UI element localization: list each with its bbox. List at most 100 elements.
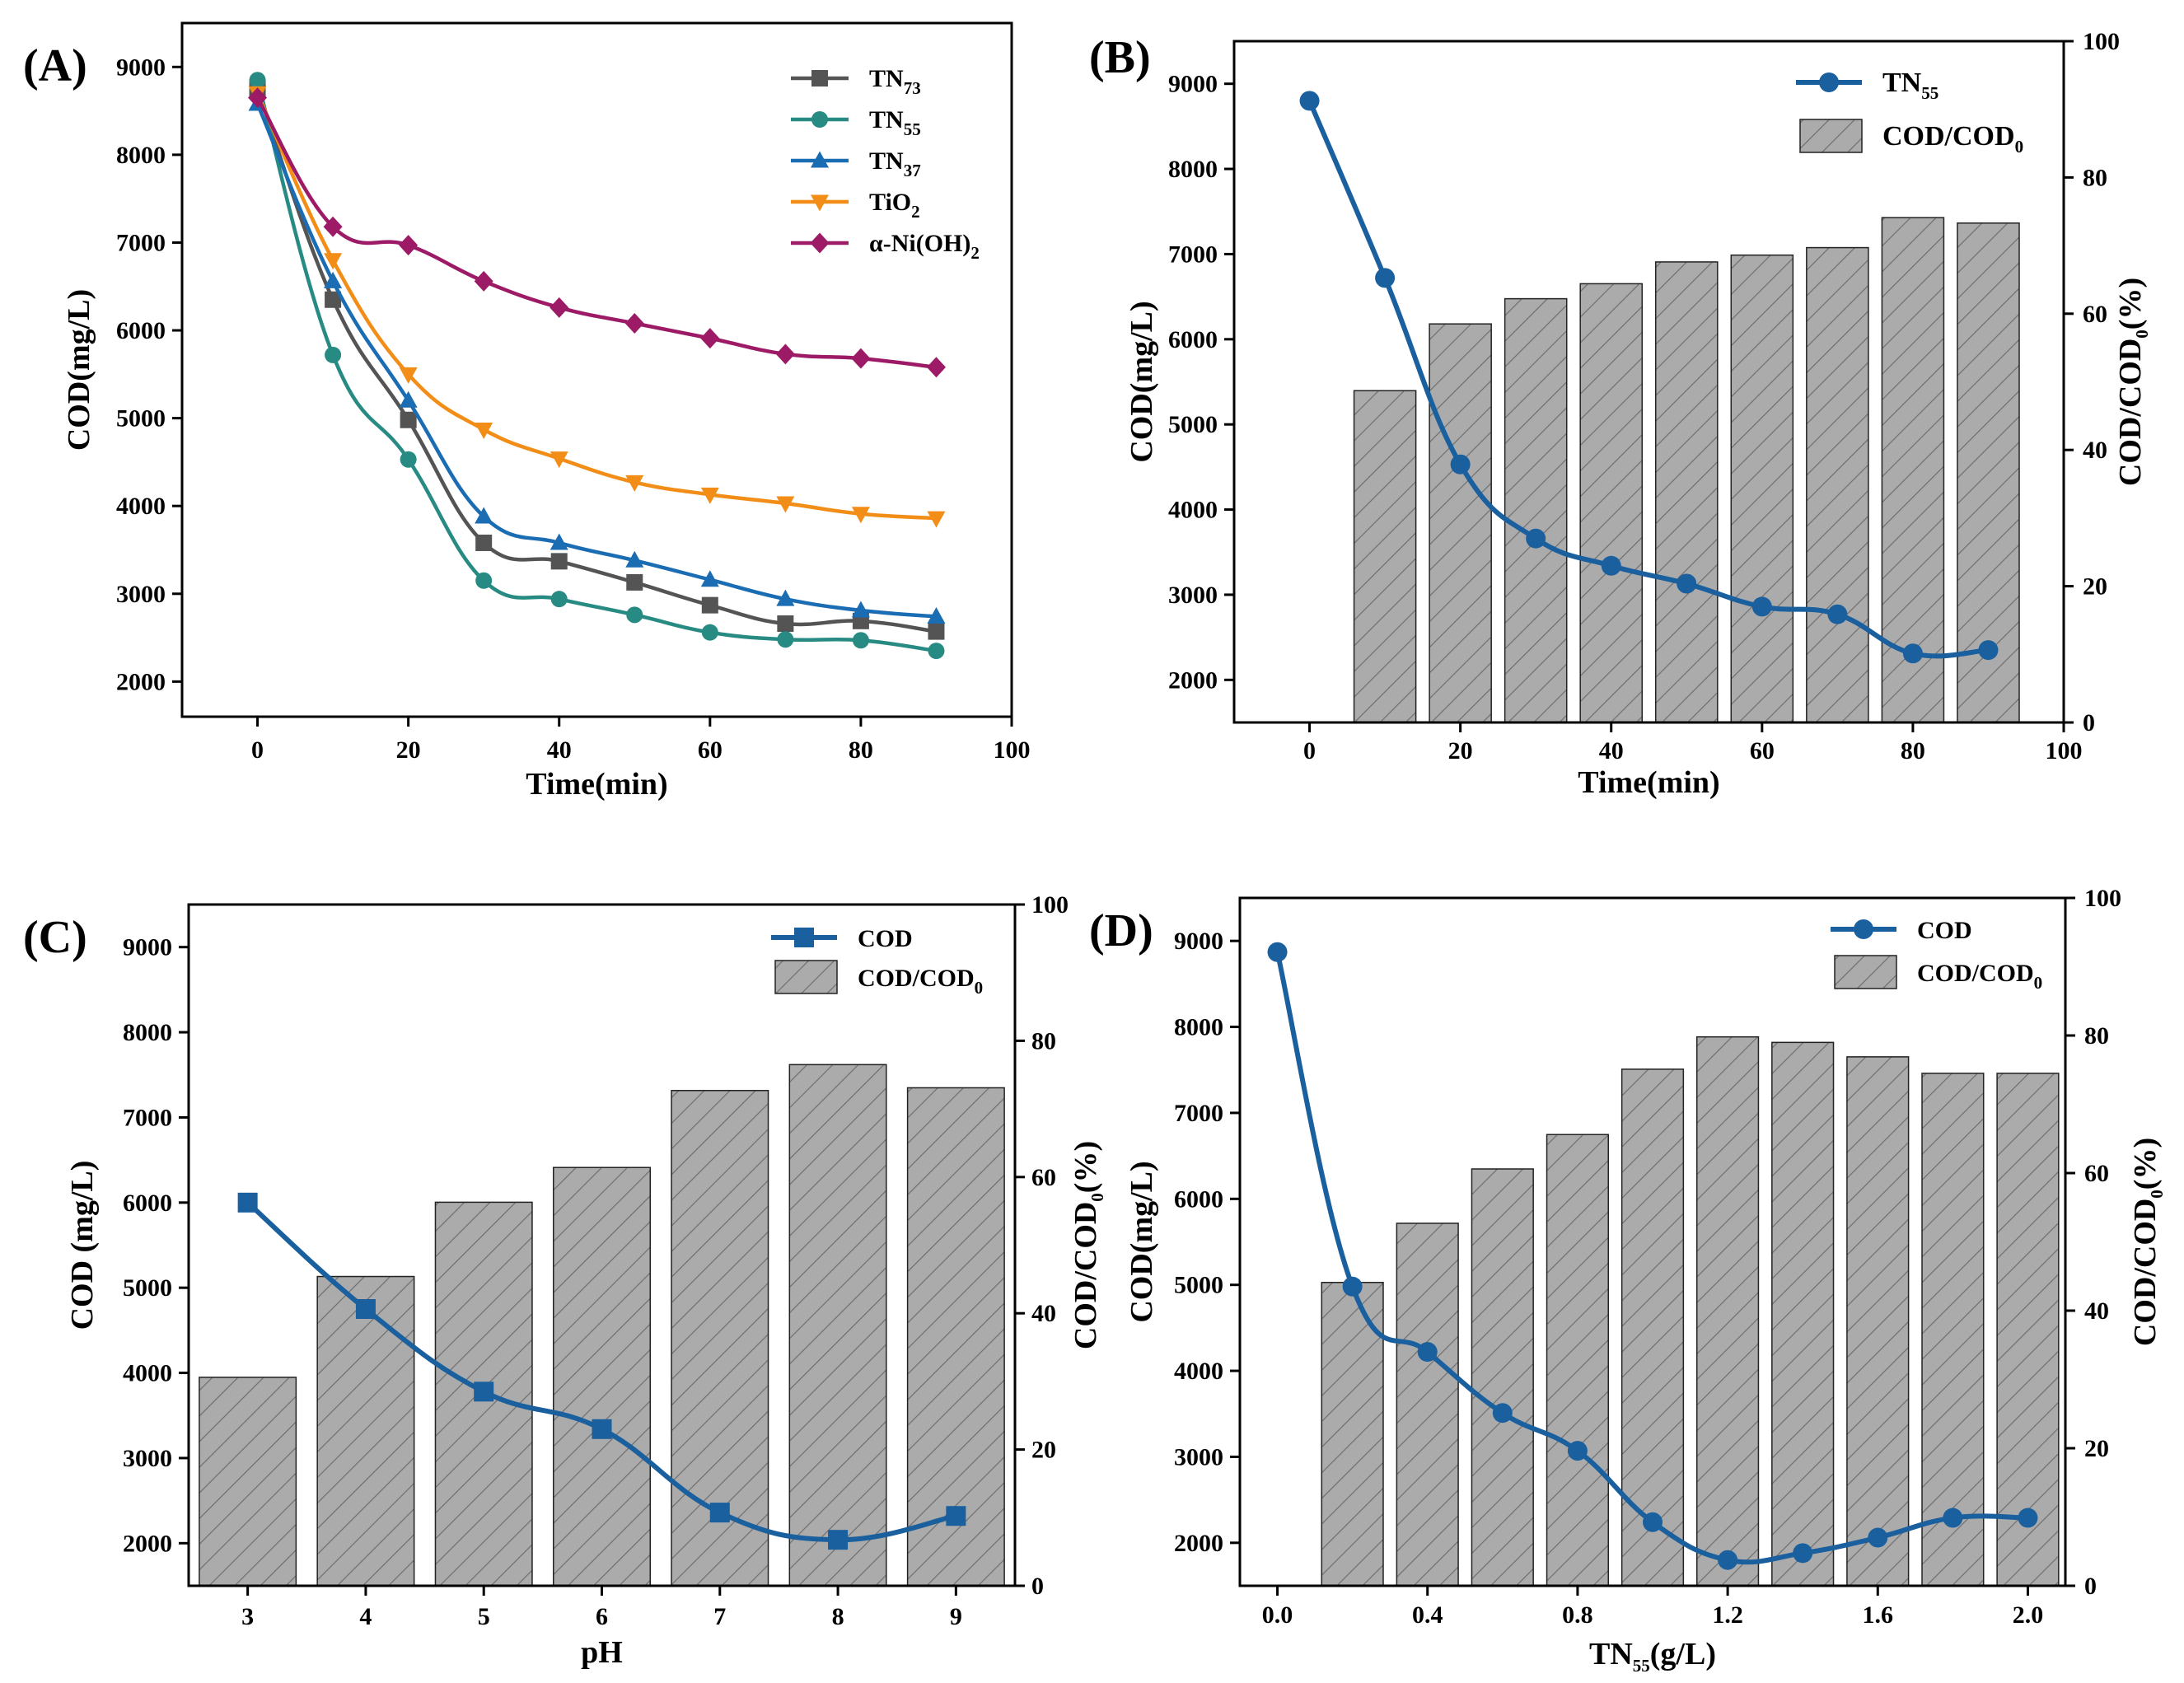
bar [906,1087,1005,1587]
y-tick-label: 7000 [1174,1100,1223,1127]
x-axis-title-sub: 55 [1633,1656,1650,1676]
y-tick-label: 7000 [1168,241,1218,268]
series-line [255,103,937,619]
legend-marker [811,111,828,128]
legend-label-sub: 2 [911,202,920,222]
y2-tick-label: 20 [1031,1437,1056,1464]
y2-axis-title: COD/COD0(%) [2113,278,2152,486]
legend-label-main: TN [869,106,904,133]
x-axis-title-main: TN [1589,1637,1633,1671]
y2-tick-label: 0 [2084,1573,2097,1600]
series-4 [248,86,946,528]
data-point [399,235,419,256]
series-3 [248,94,946,624]
legend-marker [811,151,829,168]
data-point [400,451,417,468]
x-axis: 3 4 5 6 7 8 9 [241,1586,962,1630]
panel-4: 0.0 0.4 0.8 1.2 1.6 2.0TN55(g/L)2000300040005… [1089,885,2167,1676]
y-tick-label: 7000 [116,229,166,256]
legend-label-main: TN [1882,68,1922,98]
y2-tick-label: 0 [2083,709,2095,736]
data-point [1827,604,1848,624]
y2-axis-title-main: COD/COD [2113,339,2148,486]
x-axis-title: TN55(g/L) [1589,1637,1716,1676]
x-axis-title: Time(min) [1578,765,1719,800]
y2-axis-title: COD/COD0(%) [1069,1141,1107,1349]
data-point [1978,640,1999,661]
data-point [550,297,569,318]
data-point [1375,268,1396,288]
data-point [1643,1512,1663,1532]
legend-label-sub: 0 [2034,973,2043,993]
y2-axis-title-sub: 0 [2147,1190,2167,1199]
legend-label-main: α-Ni(OH) [869,230,970,257]
x-tick-label: 60 [1750,737,1775,764]
y-tick-label: 6000 [116,317,166,344]
data-point [550,591,568,608]
series-line [255,79,937,653]
y2-tick-label: 100 [1031,891,1069,919]
data-point [700,570,719,587]
x-axis: 0 20 40 60 80 100 [251,717,1031,764]
legend-label-sub: 55 [904,119,921,139]
y2-axis: 0 20 40 60 80 100 [1015,891,1069,1600]
data-point [626,606,643,624]
data-point [852,632,869,649]
y-tick-label: 2000 [1174,1530,1223,1557]
y2-tick-label: 40 [2084,1297,2109,1325]
data-point [626,573,643,591]
y-axis-title: COD(mg/L) [1125,301,1159,462]
y2-tick-label: 40 [2083,437,2107,464]
y-tick-label: 6000 [1168,326,1218,353]
y-tick-label: 2000 [116,668,166,695]
y2-axis-title-suffix: (%) [2113,278,2148,330]
y-tick-label: 9000 [1168,71,1218,98]
legend-label-main: TN [869,147,904,175]
data-point [851,601,870,618]
data-point [474,270,493,292]
data-point [325,291,342,308]
legend-label-sub: 2 [970,243,980,263]
data-point [928,623,945,640]
x-tick-label: 0 [1303,737,1316,764]
x-tick-label: 40 [1599,737,1624,764]
data-point [851,348,871,369]
y-tick-label: 2000 [1168,666,1218,694]
data-point [355,1299,376,1320]
y2-tick-label: 80 [1031,1027,1056,1054]
legend-swatch [1834,955,1897,989]
data-point [399,367,418,384]
data-point [325,346,342,363]
y2-axis-title-main: COD/COD [2128,1199,2163,1346]
data-point [592,1419,612,1439]
y2-tick-label: 20 [2084,1435,2109,1462]
legend-marker [811,70,828,86]
data-point [776,589,795,606]
x-tick-label: 0 [251,736,264,764]
y-axis-title: COD (mg/L) [65,1161,100,1330]
y-tick-label: 5000 [1168,411,1218,438]
data-point [475,534,493,551]
y-tick-label: 9000 [123,934,172,961]
bar [1806,246,1869,723]
y2-tick-label: 0 [1031,1573,1044,1600]
y2-axis-title-sub: 0 [1087,1193,1107,1202]
data-point [709,1503,730,1523]
y-tick-label: 2000 [123,1530,172,1557]
data-point [927,511,946,528]
legend-label-main: TN [869,65,904,92]
data-point [323,216,343,237]
x-axis-title-suffix: (g/L) [1650,1637,1716,1671]
bar [1957,222,2020,723]
data-point [1793,1543,1813,1564]
data-point [1943,1508,1963,1528]
data-point [776,496,795,513]
y-tick-label: 8000 [1174,1014,1223,1041]
panel-3: 3 4 5 6 7 8 9pH2000300040005000600070008000900… [23,891,1107,1670]
data-point [1751,596,1772,617]
data-point [400,411,417,428]
x-axis-title: Time(min) [526,767,667,802]
y-tick-label: 6000 [1174,1185,1223,1213]
y-tick-label: 9000 [1174,928,1223,955]
